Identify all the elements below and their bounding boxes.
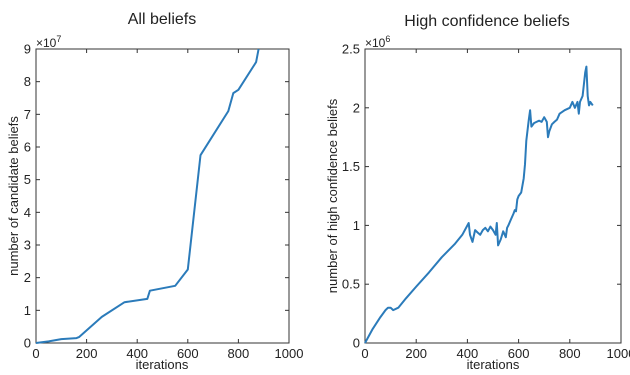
- x-axis-ticks: 0 200 400 600 800 1000: [361, 49, 630, 361]
- y-tick-label: 7: [24, 107, 31, 122]
- x-tick-label: 400: [126, 346, 148, 361]
- y-tick-label: 9: [24, 42, 31, 57]
- x-tick-label: 800: [559, 346, 581, 361]
- y-tick-label: 2: [24, 270, 31, 285]
- y-exponent-label: ×106: [365, 34, 390, 50]
- y-exponent-label: ×107: [36, 34, 61, 50]
- y-axis-label: number of candidate beliefs: [6, 116, 21, 276]
- y-tick-label: 2.5: [342, 42, 360, 57]
- y-tick-label: 0.5: [342, 277, 360, 292]
- chart-all-beliefs: All beliefs ×107 0 1 2 3 4 5 6 7 8 9 0 200 400 600 80…: [6, 11, 303, 372]
- series-line: [35, 48, 260, 344]
- series-line: [364, 65, 594, 344]
- x-tick-label: 0: [361, 346, 368, 361]
- y-tick-label: 1: [353, 218, 360, 233]
- y-tick-label: 1: [24, 303, 31, 318]
- y-axis-ticks: 0 1 2 3 4 5 6 7 8 9: [24, 42, 289, 351]
- chart-title: All beliefs: [128, 11, 196, 28]
- x-tick-label: 200: [405, 346, 427, 361]
- y-tick-label: 4: [24, 205, 31, 220]
- x-axis-label: iterations: [136, 357, 189, 372]
- y-tick-label: 5: [24, 172, 31, 187]
- x-tick-label: 0: [32, 346, 39, 361]
- y-tick-label: 3: [24, 238, 31, 253]
- x-tick-label: 400: [457, 346, 479, 361]
- x-axis-ticks: 0 200 400 600 800 1000: [32, 49, 303, 361]
- x-tick-label: 1000: [607, 346, 630, 361]
- y-axis-ticks: 0 0.5 1 1.5 2 2.5: [342, 42, 621, 351]
- y-tick-label: 0: [353, 336, 360, 351]
- x-tick-label: 1000: [275, 346, 304, 361]
- plot-frame: [35, 48, 290, 344]
- y-tick-label: 2: [353, 100, 360, 115]
- y-axis-label: number of high confidence beliefs: [325, 98, 340, 293]
- chart-title: High confidence beliefs: [404, 13, 569, 30]
- x-axis-label: iterations: [467, 357, 520, 372]
- y-tick-label: 6: [24, 140, 31, 155]
- chart-high-confidence-beliefs: High confidence beliefs ×106 0 0.5 1 1.5 2 2.…: [325, 13, 630, 372]
- x-tick-label: 200: [76, 346, 98, 361]
- y-tick-label: 1.5: [342, 159, 360, 174]
- x-tick-label: 600: [177, 346, 199, 361]
- y-tick-label: 8: [24, 74, 31, 89]
- y-tick-label: 0: [24, 336, 31, 351]
- x-tick-label: 600: [508, 346, 530, 361]
- x-tick-label: 800: [228, 346, 250, 361]
- plot-frame: [364, 48, 622, 344]
